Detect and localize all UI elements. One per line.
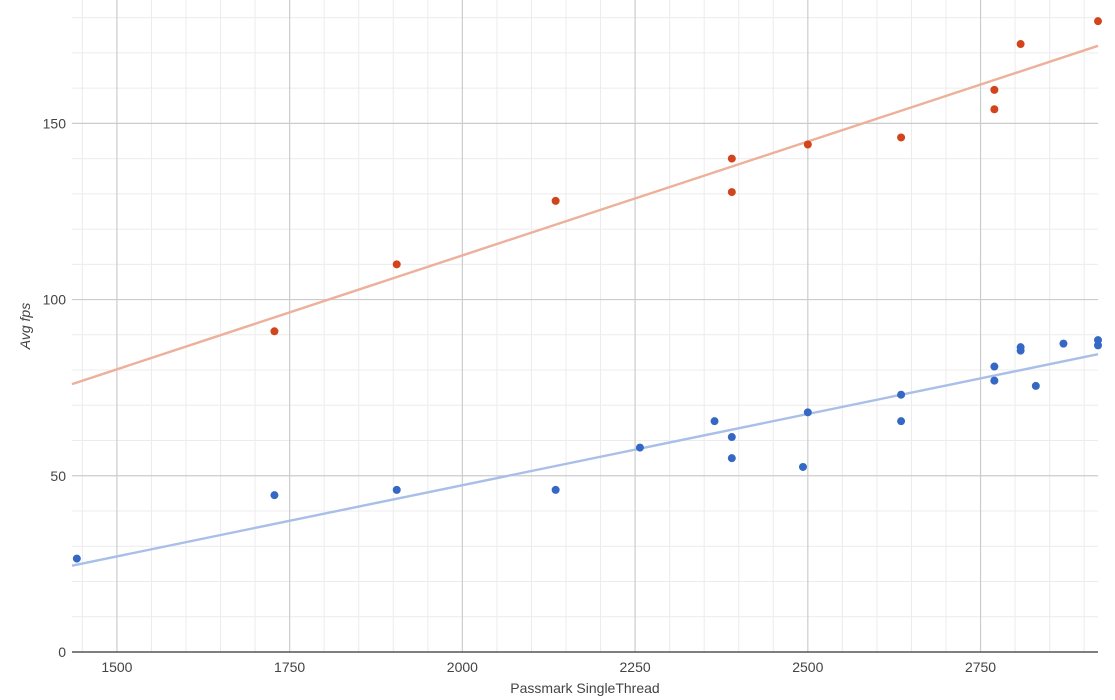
data-point-series-2 [1094,341,1102,350]
data-point-series-2 [635,443,644,452]
data-point-series-2 [72,554,81,563]
x-tick-label: 1500 [101,659,132,675]
y-tick-label: 0 [58,644,66,660]
data-point-series-2 [270,491,279,500]
data-point-series-1 [270,327,279,336]
minor-gridlines [72,0,1098,652]
major-gridlines [72,0,1098,652]
y-axis-title: Avg fps [17,303,33,350]
data-point-series-2 [1031,381,1040,390]
data-point-series-2 [551,485,560,494]
data-point-series-2 [1059,339,1068,348]
data-point-series-1 [1016,40,1025,49]
trendline-series-2 [71,353,1099,567]
x-tick-label: 2500 [792,659,823,675]
data-point-series-1 [990,85,999,94]
data-point-series-1 [392,260,401,269]
data-point-series-1 [897,133,906,142]
data-point-series-1 [727,188,736,197]
x-tick-label: 1750 [274,659,305,675]
trendline-series-1 [71,44,1099,386]
data-point-series-1 [727,154,736,163]
y-tick-label: 50 [50,468,66,484]
data-point-series-1 [990,105,999,114]
y-tick-labels: 0 50 100 150 [43,115,67,660]
data-point-series-2 [798,462,807,471]
data-point-series-2 [710,417,719,426]
data-point-series-1 [803,140,812,149]
x-axis-title: Passmark SingleThread [510,680,659,696]
data-point-series-2 [392,485,401,494]
data-point-series-2 [727,454,736,463]
data-point-series-2 [897,390,906,399]
data-points [72,17,1102,563]
data-point-series-2 [990,376,999,385]
x-tick-label: 2000 [447,659,478,675]
data-point-series-2 [990,362,999,371]
x-tick-label: 2750 [965,659,996,675]
x-tick-labels: 1500 1750 2000 2250 2500 2750 [101,659,996,675]
data-point-series-2 [727,433,736,442]
trendlines [71,44,1099,567]
x-tick-label: 2250 [620,659,651,675]
y-tick-label: 100 [43,292,67,308]
data-point-series-2 [1016,346,1025,355]
data-point-series-1 [551,196,560,205]
data-point-series-2 [803,408,812,417]
y-tick-label: 150 [43,115,67,131]
data-point-series-1 [1094,17,1102,26]
data-point-series-2 [897,417,906,426]
